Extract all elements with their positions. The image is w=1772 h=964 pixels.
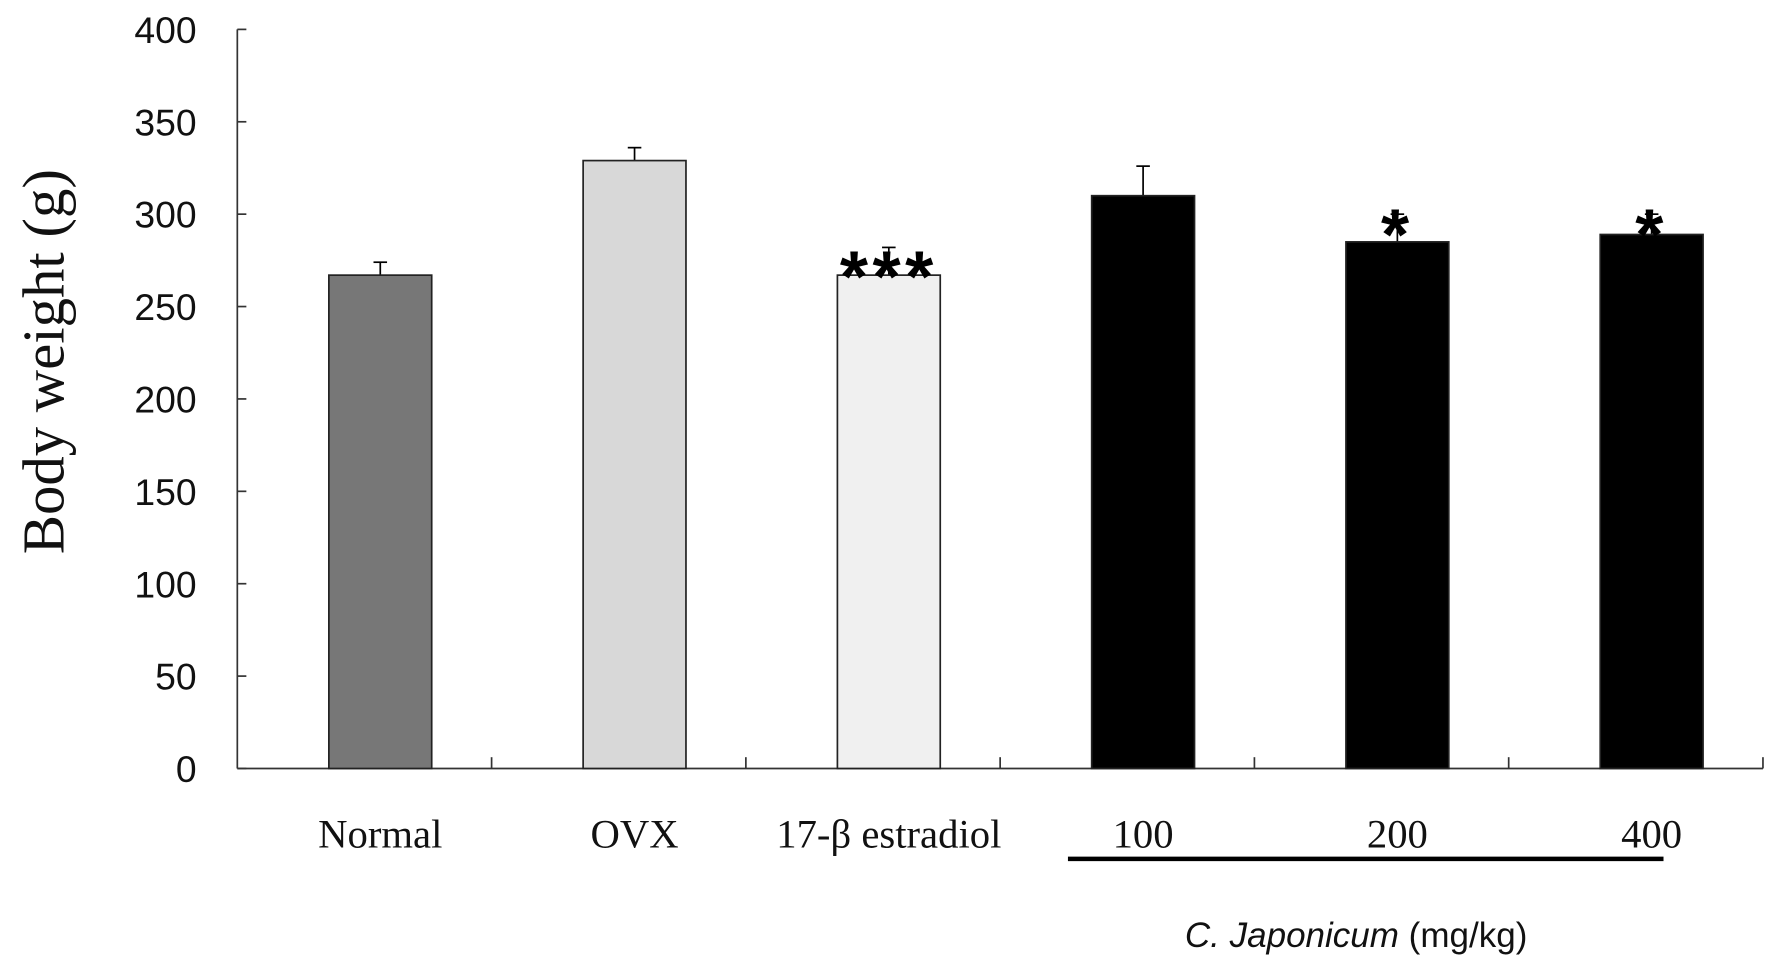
x-tick-label: 17-β estradiol bbox=[776, 812, 1001, 857]
y-tick-label: 300 bbox=[134, 194, 196, 236]
bar-ovx bbox=[582, 159, 687, 770]
x-tick-label: 100 bbox=[1113, 812, 1174, 857]
y-tick-label: 150 bbox=[134, 471, 196, 513]
y-axis-label: Body weight (g) bbox=[11, 169, 76, 554]
bar-100 bbox=[1090, 194, 1196, 770]
x-tick-label: Normal bbox=[318, 812, 442, 857]
bars: Normal OVX 17-β estradiol *** 100 200 * 400 * bbox=[318, 146, 1704, 857]
y-tick-label: 0 bbox=[176, 748, 197, 790]
y-tick-label: 50 bbox=[155, 656, 196, 698]
y-tick-label: 350 bbox=[134, 101, 196, 143]
x-axis-group-label: C. Japonicum (mg/kg) bbox=[1185, 916, 1527, 955]
y-tick-label: 400 bbox=[134, 9, 196, 51]
bar-200 bbox=[1345, 241, 1450, 770]
x-tick-label: OVX bbox=[590, 812, 678, 857]
significance-marker: * bbox=[1635, 195, 1668, 275]
significance-marker: *** bbox=[840, 238, 938, 318]
y-tick-label: 100 bbox=[134, 563, 196, 605]
y-tick-label: 200 bbox=[134, 378, 196, 420]
axes: 0 50 100 150 200 250 300 350 400 bbox=[134, 9, 1764, 790]
x-tick-label: 200 bbox=[1367, 812, 1428, 857]
significance-marker: * bbox=[1381, 195, 1414, 275]
y-tick-label: 250 bbox=[134, 286, 196, 328]
x-tick-label: 400 bbox=[1621, 812, 1682, 857]
bar-400 bbox=[1599, 233, 1704, 770]
bar-17-estradiol bbox=[836, 274, 942, 770]
bar-normal bbox=[328, 274, 433, 770]
